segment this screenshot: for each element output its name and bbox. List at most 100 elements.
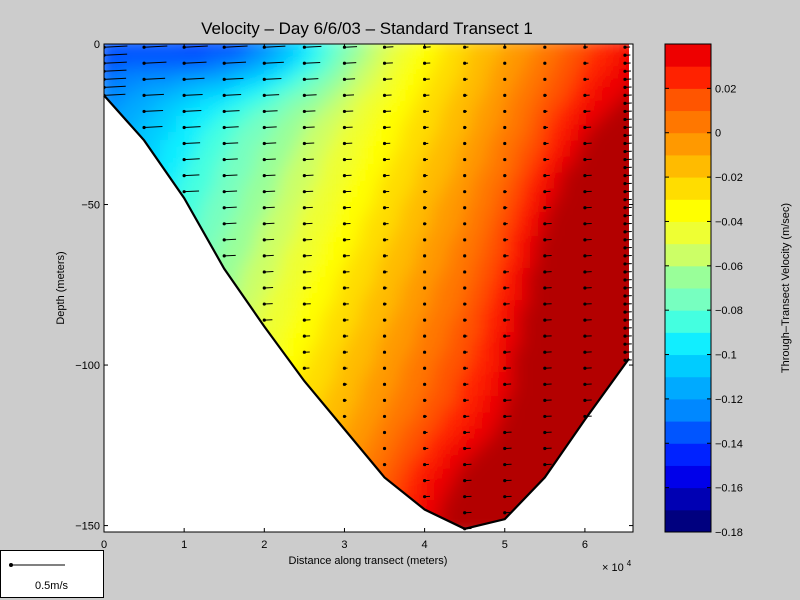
contour-cell bbox=[552, 172, 561, 181]
station-point bbox=[423, 109, 427, 114]
contour-cell bbox=[464, 140, 473, 149]
contour-cell bbox=[192, 100, 201, 109]
contour-cell bbox=[608, 132, 617, 141]
contour-cell bbox=[272, 116, 281, 125]
contour-cell bbox=[352, 300, 361, 309]
contour-cell bbox=[600, 172, 609, 181]
contour-cell bbox=[120, 92, 129, 101]
contour-cell bbox=[296, 140, 305, 149]
contour-cell bbox=[560, 268, 569, 277]
contour-cell bbox=[640, 500, 649, 509]
contour-cell bbox=[376, 84, 385, 93]
contour-cell bbox=[368, 92, 377, 101]
contour-cell bbox=[400, 252, 409, 261]
contour-cell bbox=[104, 300, 105, 309]
contour-cell bbox=[272, 84, 281, 93]
contour-cell bbox=[464, 372, 473, 381]
contour-cell bbox=[320, 316, 329, 325]
station-point bbox=[182, 77, 186, 81]
contour-cell bbox=[600, 236, 609, 245]
contour-cell bbox=[120, 60, 129, 69]
contour-cell bbox=[560, 348, 569, 357]
contour-cell bbox=[544, 204, 553, 213]
contour-cell bbox=[136, 44, 145, 53]
contour-cell bbox=[320, 276, 329, 285]
contour-cell bbox=[304, 116, 313, 125]
contour-cell bbox=[144, 44, 153, 45]
contour-cell bbox=[480, 68, 489, 77]
contour-cell bbox=[464, 204, 473, 213]
contour-cell bbox=[296, 356, 305, 365]
contour-cell bbox=[336, 124, 345, 133]
contour-cell bbox=[592, 244, 601, 253]
velocity-vector bbox=[184, 126, 201, 128]
contour-cell bbox=[592, 156, 601, 165]
contour-cell bbox=[424, 452, 433, 461]
contour-cell bbox=[448, 420, 457, 429]
contour-cell bbox=[448, 468, 457, 477]
contour-cell bbox=[504, 276, 513, 285]
contour-cell bbox=[368, 220, 377, 229]
contour-cell bbox=[480, 380, 489, 389]
contour-cell bbox=[288, 116, 297, 125]
contour-cell bbox=[464, 284, 473, 293]
contour-cell bbox=[264, 324, 273, 333]
contour-cell bbox=[536, 372, 545, 381]
contour-cell bbox=[336, 228, 345, 237]
contour-cell bbox=[520, 340, 529, 349]
contour-cell bbox=[480, 164, 489, 173]
contour-cell bbox=[560, 164, 569, 173]
contour-cell bbox=[168, 532, 177, 541]
contour-cell bbox=[496, 164, 505, 173]
station-point bbox=[262, 206, 266, 210]
contour-cell bbox=[160, 132, 169, 141]
contour-cell bbox=[384, 284, 393, 293]
contour-cell bbox=[344, 196, 353, 205]
contour-cell bbox=[408, 220, 417, 229]
contour-cell bbox=[328, 76, 337, 85]
contour-cell bbox=[288, 92, 297, 101]
contour-cell bbox=[496, 172, 505, 181]
contour-cell bbox=[560, 388, 569, 397]
contour-cell bbox=[352, 420, 361, 429]
contour-cell bbox=[624, 60, 629, 69]
contour-cell bbox=[232, 92, 241, 101]
contour-cell bbox=[336, 372, 345, 381]
contour-cell bbox=[544, 188, 553, 197]
contour-cell bbox=[288, 268, 297, 277]
contour-cell bbox=[296, 316, 305, 325]
contour-cell bbox=[560, 404, 569, 413]
contour-cell bbox=[392, 44, 401, 53]
contour-cell bbox=[304, 356, 313, 365]
contour-cell bbox=[520, 308, 529, 317]
contour-cell bbox=[528, 316, 537, 325]
contour-cell bbox=[616, 364, 625, 373]
contour-cell bbox=[512, 332, 521, 341]
contour-cell bbox=[216, 228, 225, 237]
contour-cell bbox=[504, 44, 513, 53]
contour-cell bbox=[552, 372, 561, 381]
station-point bbox=[543, 206, 547, 210]
contour-cell bbox=[368, 348, 377, 357]
contour-cell bbox=[352, 372, 361, 381]
contour-cell bbox=[256, 228, 265, 237]
contour-cell bbox=[296, 348, 305, 357]
contour-cell bbox=[248, 228, 257, 237]
contour-cell bbox=[392, 204, 401, 213]
contour-cell bbox=[496, 300, 505, 309]
contour-cell bbox=[576, 324, 585, 333]
contour-cell bbox=[640, 436, 649, 445]
contour-cell bbox=[384, 140, 393, 149]
contour-cell bbox=[568, 116, 577, 125]
station-point bbox=[463, 270, 467, 274]
contour-cell bbox=[592, 124, 601, 133]
contour-cell bbox=[640, 92, 649, 101]
contour-cell bbox=[480, 324, 489, 333]
contour-cell bbox=[480, 132, 489, 141]
contour-cell bbox=[584, 84, 593, 93]
contour-cell bbox=[104, 244, 105, 253]
contour-cell bbox=[424, 116, 433, 125]
contour-cell bbox=[400, 412, 409, 421]
contour-cell bbox=[568, 420, 577, 429]
x-tick-label: 2 bbox=[261, 539, 267, 551]
